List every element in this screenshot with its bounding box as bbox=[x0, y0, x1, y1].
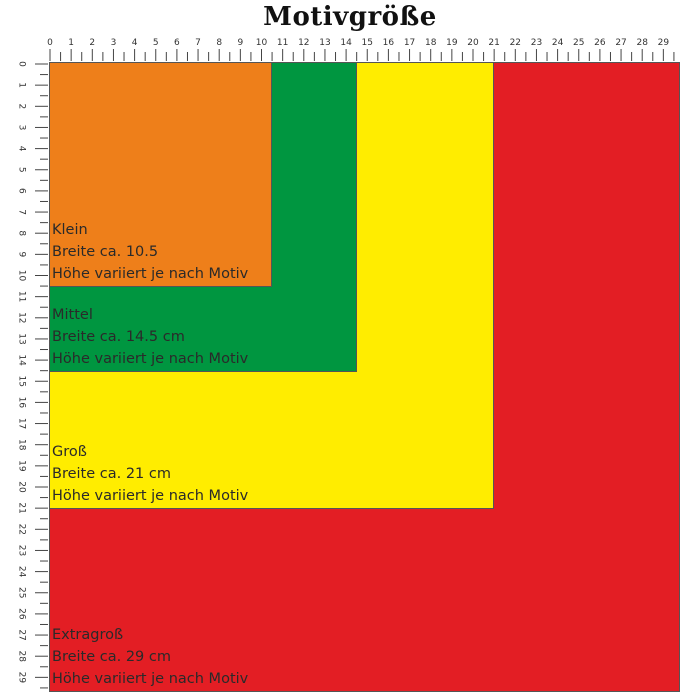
top-ruler-label: 15 bbox=[362, 38, 373, 48]
top-ruler-label: 18 bbox=[425, 38, 437, 48]
left-ruler-label: 0 bbox=[17, 61, 27, 67]
size-width: Breite ca. 21 cm bbox=[52, 466, 171, 483]
top-ruler-label: 19 bbox=[446, 38, 458, 48]
left-ruler-label: 21 bbox=[17, 502, 27, 513]
left-ruler-label: 4 bbox=[17, 146, 27, 152]
left-ruler-label: 27 bbox=[17, 629, 27, 640]
left-ruler-label: 24 bbox=[17, 566, 27, 578]
label-mittel: Mittel Breite ca. 14.5 cm Höhe variiert … bbox=[52, 304, 248, 370]
size-height: Höhe variiert je nach Motiv bbox=[52, 488, 249, 505]
size-height: Höhe variiert je nach Motiv bbox=[52, 266, 249, 283]
top-ruler-label: 17 bbox=[404, 38, 415, 48]
top-ruler-label: 2 bbox=[89, 38, 95, 48]
left-ruler-label: 5 bbox=[17, 167, 27, 173]
top-ruler-label: 6 bbox=[174, 38, 180, 48]
size-name: Groß bbox=[52, 444, 87, 461]
top-ruler-label: 29 bbox=[658, 38, 670, 48]
size-width: Breite ca. 29 cm bbox=[52, 649, 171, 665]
top-ruler-label: 21 bbox=[488, 38, 499, 48]
left-ruler-label: 13 bbox=[17, 333, 27, 344]
left-ruler-label: 8 bbox=[17, 230, 27, 236]
size-name: Mittel bbox=[52, 306, 93, 323]
top-ruler-label: 0 bbox=[47, 38, 53, 48]
left-ruler-label: 29 bbox=[17, 672, 27, 684]
left-ruler-label: 10 bbox=[17, 270, 27, 282]
left-ruler-label: 28 bbox=[17, 650, 27, 662]
page-title: Motivgröße bbox=[263, 2, 437, 32]
left-ruler-label: 2 bbox=[17, 103, 27, 109]
left-ruler-label: 17 bbox=[17, 418, 27, 429]
label-gross: Groß Breite ca. 21 cm Höhe variiert je n… bbox=[52, 441, 248, 507]
left-ruler-label: 26 bbox=[17, 608, 27, 620]
label-extragross: Extragroß Breite ca. 29 cm Höhe variiert… bbox=[52, 624, 248, 690]
top-ruler-label: 27 bbox=[615, 38, 626, 48]
top-ruler-label: 5 bbox=[153, 38, 159, 48]
left-ruler-label: 16 bbox=[17, 397, 27, 409]
top-ruler-label: 4 bbox=[132, 38, 138, 48]
top-ruler-label: 26 bbox=[594, 38, 606, 48]
size-name: Extragroß bbox=[52, 627, 124, 643]
left-ruler-label: 20 bbox=[17, 481, 27, 493]
label-klein: Klein Breite ca. 10.5 Höhe variiert je n… bbox=[52, 219, 248, 285]
top-ruler-label: 16 bbox=[383, 38, 395, 48]
size-name: Klein bbox=[52, 222, 88, 239]
top-ruler-label: 10 bbox=[256, 38, 268, 48]
top-ruler-label: 8 bbox=[216, 38, 222, 48]
top-ruler-label: 25 bbox=[573, 38, 584, 48]
left-ruler-label: 18 bbox=[17, 439, 27, 451]
top-ruler-label: 1 bbox=[68, 38, 74, 48]
left-ruler-label: 6 bbox=[17, 188, 27, 194]
top-ruler-label: 11 bbox=[277, 38, 288, 48]
left-ruler-label: 19 bbox=[17, 460, 27, 472]
left-ruler-label: 12 bbox=[17, 312, 27, 323]
left-ruler-label: 11 bbox=[17, 291, 27, 302]
left-ruler-label: 1 bbox=[17, 82, 27, 88]
size-width: Breite ca. 14.5 cm bbox=[52, 328, 185, 345]
left-ruler-label: 7 bbox=[17, 209, 27, 215]
top-ruler-label: 9 bbox=[237, 38, 243, 48]
top-ruler-label: 13 bbox=[319, 38, 330, 48]
top-ruler-label: 12 bbox=[298, 38, 309, 48]
left-ruler-label: 23 bbox=[17, 545, 27, 556]
left-ruler-label: 15 bbox=[17, 376, 27, 387]
box-klein bbox=[49, 62, 273, 288]
left-ruler-label: 22 bbox=[17, 524, 27, 535]
top-ruler-label: 20 bbox=[467, 38, 479, 48]
left-ruler-label: 3 bbox=[17, 125, 27, 131]
top-ruler-label: 3 bbox=[111, 38, 117, 48]
top-ruler-label: 28 bbox=[636, 38, 648, 48]
size-width: Breite ca. 10.5 bbox=[52, 244, 159, 261]
left-ruler-label: 14 bbox=[17, 354, 27, 366]
size-height: Höhe variiert je nach Motiv bbox=[52, 671, 249, 687]
left-ruler-label: 25 bbox=[17, 587, 27, 598]
left-ruler-label: 9 bbox=[17, 251, 27, 257]
top-ruler-label: 14 bbox=[340, 38, 352, 48]
top-ruler-label: 23 bbox=[531, 38, 542, 48]
size-height: Höhe variiert je nach Motiv bbox=[52, 350, 249, 367]
top-ruler-label: 24 bbox=[552, 38, 564, 48]
top-ruler-label: 7 bbox=[195, 38, 201, 48]
top-ruler-label: 22 bbox=[510, 38, 521, 48]
